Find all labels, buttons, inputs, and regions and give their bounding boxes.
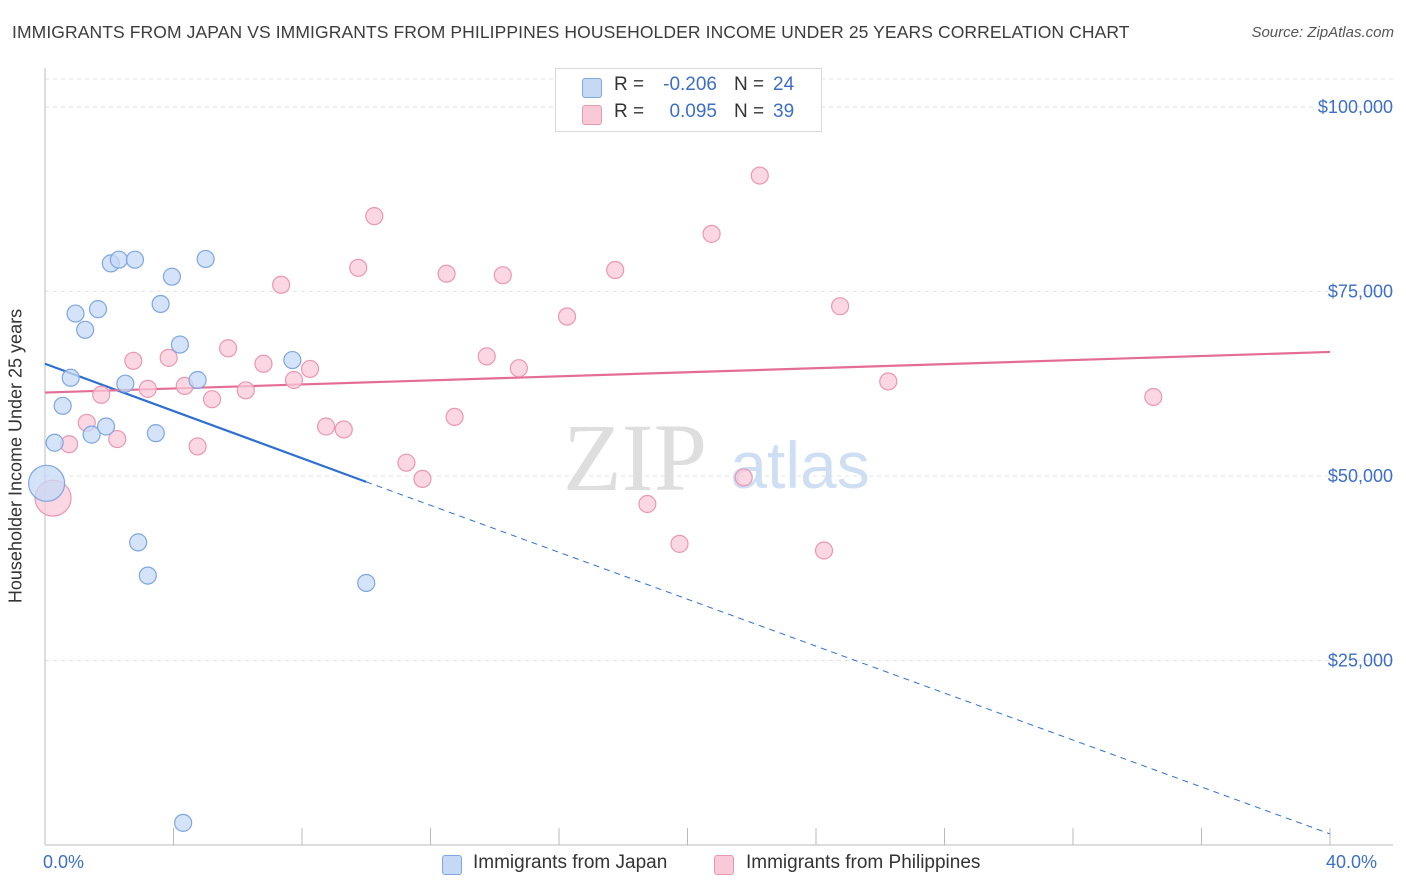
legend-label-philippines: Immigrants from Philippines xyxy=(746,852,981,873)
point-philippines xyxy=(750,166,769,185)
point-japan xyxy=(45,433,64,452)
legend-n-label: N = xyxy=(734,101,765,122)
point-japan xyxy=(66,304,85,323)
point-japan xyxy=(170,335,190,354)
y-tick-label: $50,000 xyxy=(1328,466,1393,486)
point-philippines xyxy=(477,347,496,366)
axes xyxy=(44,68,1393,846)
point-japan xyxy=(61,368,80,387)
point-philippines xyxy=(236,381,255,400)
legend-label-japan: Immigrants from Japan xyxy=(473,852,668,873)
point-philippines xyxy=(437,264,456,283)
point-philippines xyxy=(124,351,143,370)
y-axis-label: Householder Income Under 25 years xyxy=(5,308,26,604)
watermark-zip: ZIP xyxy=(563,404,707,511)
legend-n-value: 24 xyxy=(773,74,795,95)
point-philippines xyxy=(219,339,238,358)
legend-n-value: 39 xyxy=(773,101,795,122)
chart-title: IMMIGRANTS FROM JAPAN VS IMMIGRANTS FROM… xyxy=(12,22,1130,42)
point-japan xyxy=(174,813,193,832)
point-japan xyxy=(188,370,207,390)
point-philippines xyxy=(606,260,625,280)
point-japan xyxy=(129,533,148,552)
point-japan xyxy=(125,250,145,269)
legend-swatch-philippines xyxy=(714,855,734,875)
point-philippines xyxy=(365,207,384,226)
trend-line-japan-extrapolated xyxy=(366,481,1331,835)
legend-r-label: R = xyxy=(614,101,645,122)
x-tick-label-max: 40.0% xyxy=(1326,852,1378,872)
point-philippines xyxy=(349,258,368,277)
point-philippines xyxy=(638,494,657,514)
point-philippines xyxy=(1144,387,1163,407)
point-philippines xyxy=(159,348,178,367)
point-philippines xyxy=(138,379,157,398)
correlation-legend: R = -0.206 N = 24 R = 0.095 N = 39 xyxy=(555,68,822,132)
legend-swatch-japan xyxy=(442,855,462,875)
point-philippines xyxy=(413,469,432,489)
trend-lines xyxy=(44,350,1331,835)
point-philippines xyxy=(493,266,512,285)
point-philippines xyxy=(830,297,850,316)
legend-n-label: N = xyxy=(734,74,765,95)
point-japan xyxy=(53,396,72,415)
point-japan xyxy=(109,250,128,269)
watermark-atlas: atlas xyxy=(730,428,869,502)
point-japan xyxy=(82,425,101,444)
point-japan xyxy=(151,294,170,314)
point-japan xyxy=(28,464,66,502)
point-japan xyxy=(162,267,181,286)
point-philippines xyxy=(814,541,834,560)
legend-swatch-philippines xyxy=(582,105,602,125)
point-philippines xyxy=(702,224,721,243)
y-tick-label: $25,000 xyxy=(1328,650,1393,670)
legend-r-value: 0.095 xyxy=(669,101,717,122)
point-japan xyxy=(76,320,95,339)
y-tick-label: $100,000 xyxy=(1318,97,1393,117)
point-philippines xyxy=(316,417,336,436)
point-philippines xyxy=(284,370,304,390)
point-philippines xyxy=(397,453,416,472)
point-philippines xyxy=(557,307,577,326)
point-philippines xyxy=(334,420,353,439)
point-philippines xyxy=(108,429,127,449)
point-japan xyxy=(357,573,376,593)
y-tick-label: $75,000 xyxy=(1328,281,1393,301)
legend-r-label: R = xyxy=(614,74,645,95)
point-philippines xyxy=(445,407,464,427)
point-japan xyxy=(96,417,116,436)
point-philippines xyxy=(202,390,222,409)
point-japan xyxy=(116,374,135,393)
watermark: ZIP atlas xyxy=(563,404,870,511)
point-philippines xyxy=(254,354,273,373)
legend-r-value: -0.206 xyxy=(663,74,717,95)
point-philippines xyxy=(300,359,320,379)
legend-swatch-japan xyxy=(582,78,602,98)
gridlines xyxy=(45,78,1393,661)
point-philippines xyxy=(670,534,689,553)
data-points xyxy=(28,166,1163,832)
point-japan xyxy=(146,424,165,443)
point-philippines xyxy=(92,385,111,404)
point-philippines xyxy=(509,359,528,378)
point-japan xyxy=(196,249,215,269)
point-japan xyxy=(283,350,302,370)
point-japan xyxy=(138,566,157,585)
point-philippines xyxy=(272,275,291,294)
trend-line-philippines xyxy=(44,350,1331,394)
point-philippines xyxy=(734,468,753,487)
trend-line-japan xyxy=(44,362,367,483)
point-philippines xyxy=(879,372,898,391)
y-tick-labels: $25,000 $50,000 $75,000 $100,000 xyxy=(1318,97,1393,671)
source-credit: Source: ZipAtlas.com xyxy=(1251,24,1394,41)
point-japan xyxy=(88,300,108,319)
point-philippines xyxy=(188,437,207,456)
x-tick-label-min: 0.0% xyxy=(43,852,85,872)
